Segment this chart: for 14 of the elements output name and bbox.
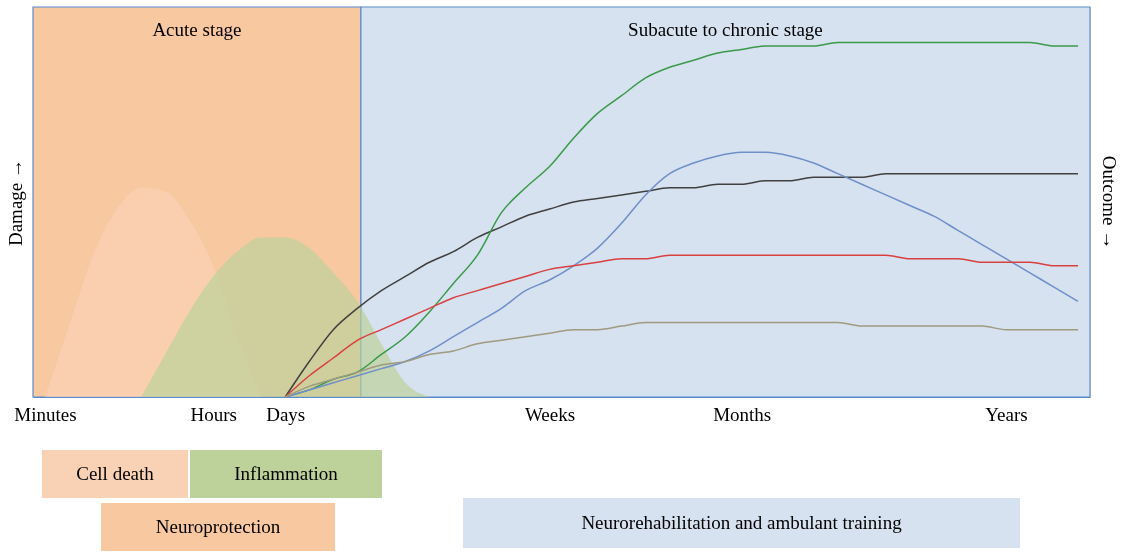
x-tick-label: Minutes — [14, 403, 77, 425]
x-tick-label: Days — [266, 403, 306, 425]
x-tick-label: Months — [713, 403, 772, 425]
text: Inflammation — [234, 463, 339, 484]
x-tick-label: Weeks — [524, 403, 576, 425]
text: Subacute to chronic stage — [628, 19, 823, 40]
x-tick-label: Hours — [190, 403, 237, 425]
y-axis-title: Damage → — [4, 158, 26, 247]
y2-axis-title: Outcome → — [1098, 155, 1120, 250]
text: Cell death — [76, 463, 155, 484]
text: Neurorehabilitation and ambulant training — [581, 512, 903, 533]
x-tick-label: Years — [985, 403, 1028, 425]
text: Neuroprotection — [155, 516, 281, 537]
text: Acute stage — [152, 19, 242, 40]
